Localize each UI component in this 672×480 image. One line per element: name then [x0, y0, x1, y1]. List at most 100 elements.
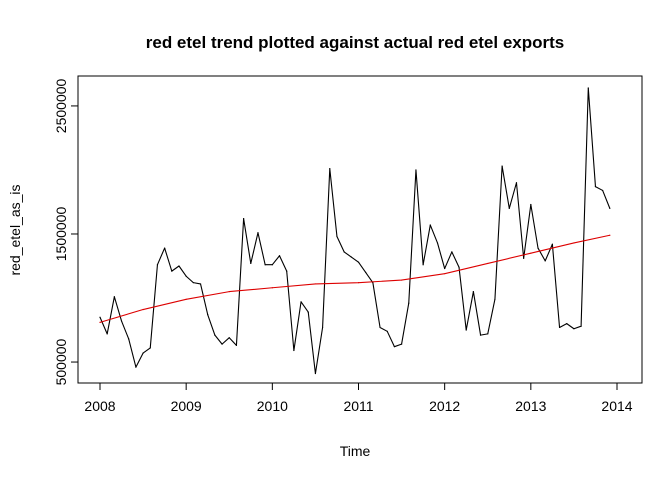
data-point	[386, 330, 388, 332]
data-point	[178, 265, 180, 267]
data-point	[142, 308, 144, 311]
data-point	[515, 182, 518, 184]
data-point	[393, 346, 396, 348]
data-point	[379, 326, 381, 329]
data-point	[278, 255, 281, 257]
data-point	[587, 87, 589, 89]
data-point	[350, 256, 352, 258]
data-point	[494, 298, 496, 300]
data-point	[422, 264, 424, 266]
data-point	[458, 266, 460, 268]
data-point	[235, 344, 238, 346]
data-point	[580, 325, 582, 327]
x-tick-label: 2008	[84, 398, 115, 414]
x-axis-label: Time	[340, 443, 371, 459]
data-point	[479, 334, 482, 336]
data-point	[429, 224, 431, 226]
y-tick-label: 500000	[53, 338, 69, 385]
data-point	[207, 314, 209, 316]
data-point	[321, 326, 324, 329]
data-point	[436, 242, 439, 244]
series-0	[99, 87, 611, 375]
y-axis: 500000 1500000 2500000	[53, 78, 79, 385]
data-point	[99, 316, 101, 318]
data-point	[307, 311, 309, 313]
data-point	[271, 287, 273, 289]
x-axis: 2008 2009 2010 2011 2012 2013 2014	[84, 382, 633, 414]
data-point	[135, 366, 137, 368]
data-point	[530, 252, 532, 254]
x-tick-label: 2011	[343, 398, 373, 414]
data-point	[451, 251, 453, 253]
data-point	[250, 262, 252, 265]
data-point	[156, 264, 159, 266]
data-point	[214, 334, 216, 336]
data-point	[343, 251, 345, 253]
x-tick-label: 2012	[429, 398, 460, 414]
data-point	[573, 328, 575, 330]
x-tick-label: 2009	[171, 398, 202, 414]
data-point	[465, 329, 467, 331]
data-point	[314, 372, 317, 375]
data-point	[185, 275, 187, 277]
data-point	[106, 333, 108, 335]
data-point	[523, 257, 525, 259]
y-tick-label: 2500000	[53, 78, 69, 133]
data-point	[487, 333, 489, 335]
data-point	[609, 234, 611, 236]
data-point	[400, 343, 403, 345]
data-point	[544, 260, 546, 262]
data-point	[336, 235, 338, 238]
data-point	[221, 343, 223, 345]
data-point	[271, 264, 273, 266]
data-point	[501, 165, 503, 167]
data-point	[357, 261, 360, 263]
data-point	[472, 291, 474, 293]
data-point	[530, 203, 532, 206]
data-point	[609, 207, 611, 209]
data-point	[264, 264, 266, 266]
data-point	[444, 273, 446, 275]
data-point	[192, 282, 194, 284]
data-point	[171, 270, 173, 272]
data-point	[329, 168, 331, 170]
series-1	[99, 234, 611, 323]
data-point	[113, 296, 115, 298]
data-point	[602, 189, 604, 192]
data-point	[594, 186, 597, 188]
data-point	[128, 338, 130, 340]
data-point	[99, 321, 101, 323]
data-point	[199, 283, 202, 285]
data-point	[415, 169, 417, 171]
data-point	[558, 326, 561, 329]
data-point	[551, 243, 553, 245]
data-point	[149, 347, 151, 349]
data-point	[508, 207, 510, 209]
series-line	[99, 234, 610, 323]
data-point	[300, 301, 302, 303]
data-point	[120, 320, 123, 322]
series-group	[99, 87, 611, 375]
data-point	[243, 218, 245, 220]
x-tick-label: 2013	[515, 398, 546, 414]
chart-title: red etel trend plotted against actual re…	[146, 33, 565, 52]
data-point	[566, 323, 568, 325]
data-point	[487, 262, 489, 265]
data-point	[185, 298, 187, 300]
series-line	[99, 87, 611, 375]
data-point	[286, 270, 288, 272]
data-point	[408, 302, 410, 304]
data-point	[365, 271, 367, 273]
data-point	[314, 283, 317, 285]
y-axis-label: red_etel_as_is	[7, 184, 23, 275]
data-point	[228, 337, 230, 339]
y-tick-label: 1500000	[53, 207, 69, 262]
data-point	[142, 352, 144, 354]
x-tick-label: 2010	[257, 398, 288, 414]
data-point	[164, 247, 166, 249]
data-point	[444, 267, 446, 270]
data-point	[357, 282, 360, 284]
x-tick-label: 2014	[601, 398, 632, 414]
data-point	[537, 247, 539, 249]
